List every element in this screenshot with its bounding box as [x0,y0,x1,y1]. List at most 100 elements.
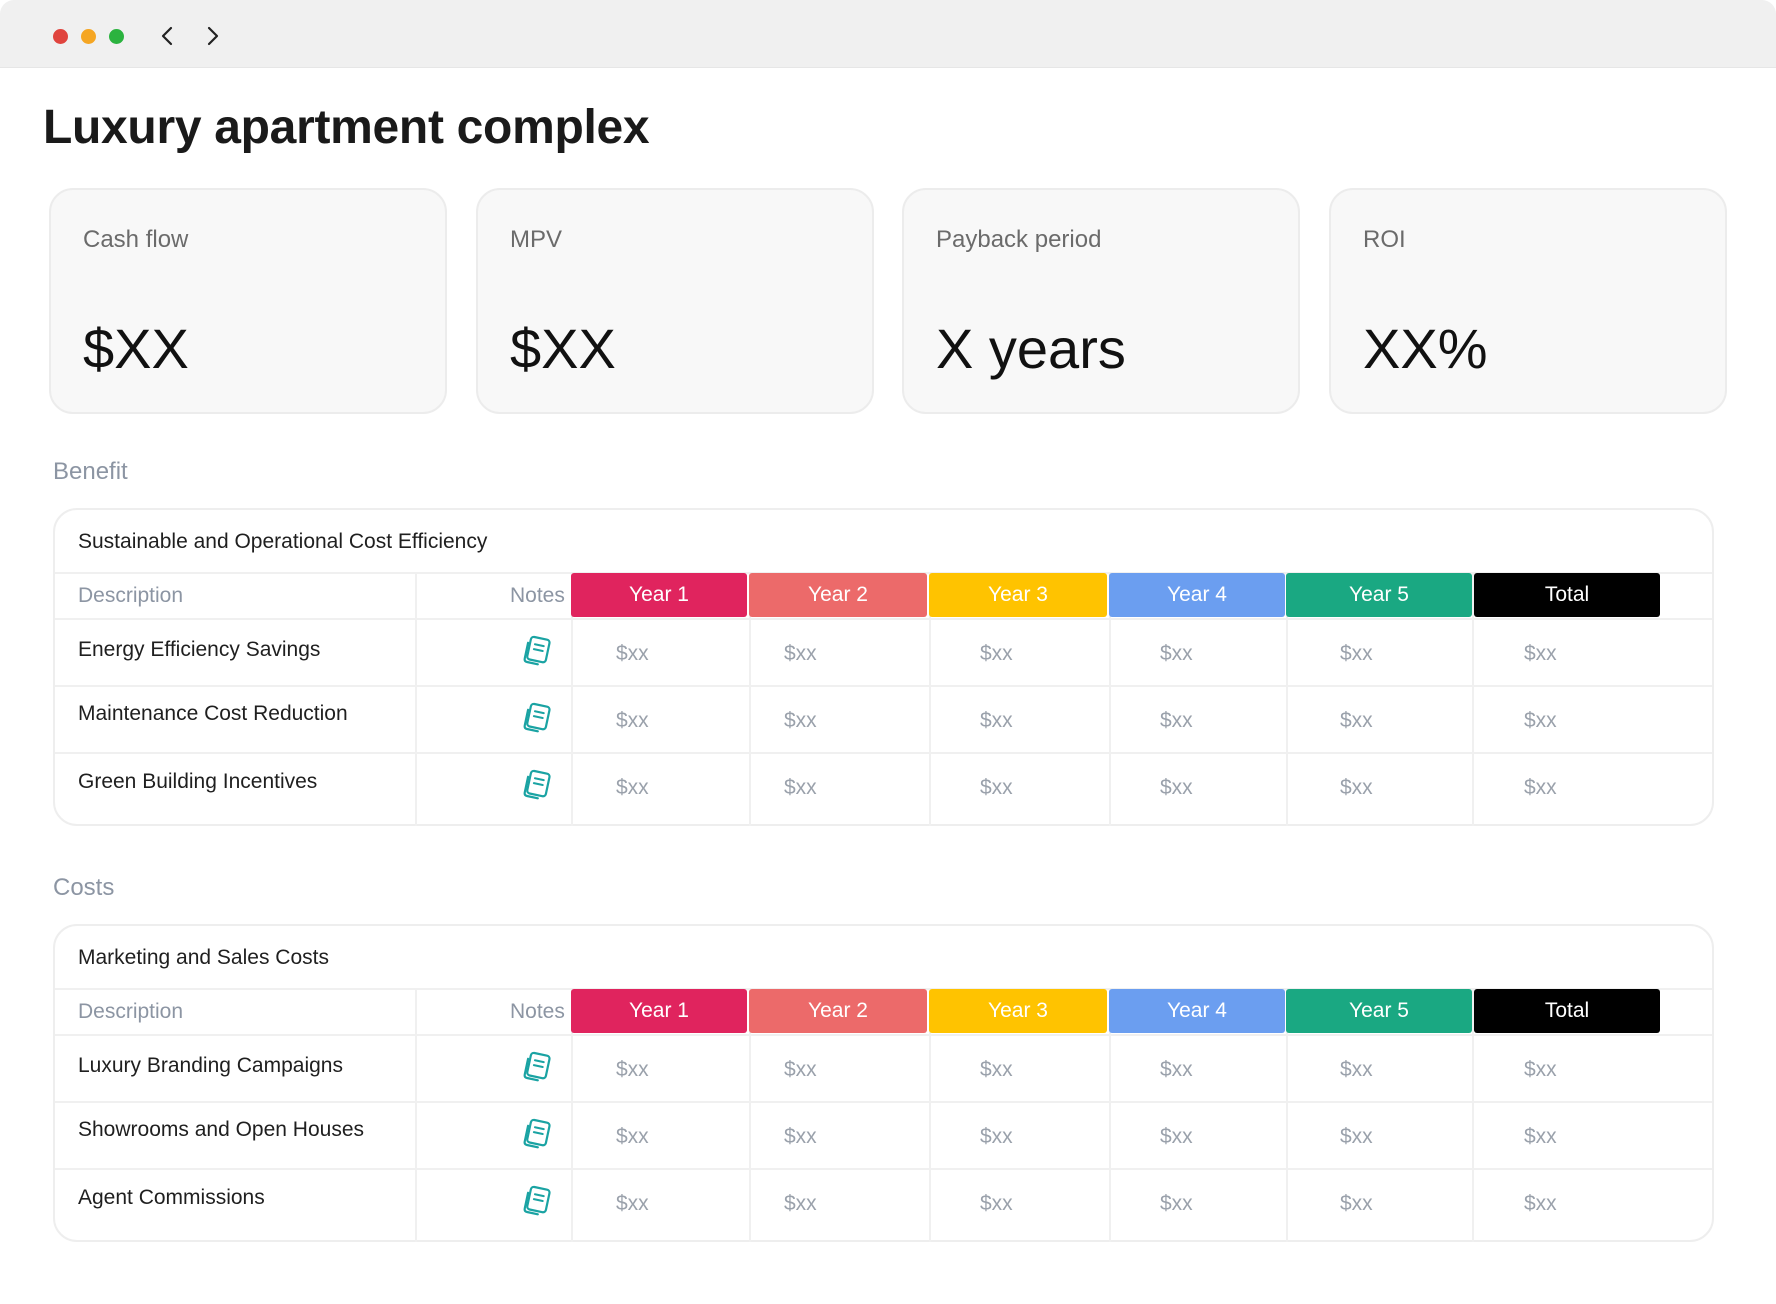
notes-icon[interactable] [519,1116,555,1152]
table-cell[interactable]: $xx [616,1125,649,1148]
minimize-window-button[interactable] [81,29,96,44]
table-cell[interactable]: $xx [1160,776,1193,799]
column-header-description: Description [78,583,184,607]
table-cell[interactable]: $xx [1524,709,1557,732]
table-cell[interactable]: $xx [980,709,1013,732]
table-cell[interactable]: $xx [784,1125,817,1148]
kpi-label: Payback period [936,226,1102,253]
row-description: Showrooms and Open Houses [78,1118,364,1141]
divider [55,752,1712,754]
chevron-right-icon[interactable] [198,20,228,52]
table-cell[interactable]: $xx [784,776,817,799]
table-cell[interactable]: $xx [980,1058,1013,1081]
row-description: Green Building Incentives [78,770,318,793]
table-cell[interactable]: $xx [1340,1125,1373,1148]
kpi-value: XX% [1363,317,1488,380]
table-cell[interactable]: $xx [1340,776,1373,799]
section-label: Benefit [53,458,128,485]
table-cell[interactable]: $xx [980,1192,1013,1215]
table-cell[interactable]: $xx [784,1192,817,1215]
table-cell[interactable]: $xx [1340,1058,1373,1081]
kpi-label: Cash flow [83,226,189,253]
table-cell[interactable]: $xx [980,1125,1013,1148]
column-header-year-2: Year 2 [749,989,927,1033]
divider [1472,989,1474,1242]
divider [415,989,417,1242]
table-cell[interactable]: $xx [616,642,649,665]
divider [1109,573,1111,826]
column-header-description: Description [78,999,184,1023]
table-cell[interactable]: $xx [616,1192,649,1215]
table-cell[interactable]: $xx [1160,709,1193,732]
kpi-value: $XX [510,317,616,380]
notes-icon[interactable] [519,633,555,669]
table-cell[interactable]: $xx [1340,642,1373,665]
kpi-card: Cash flow $XX [49,188,447,414]
divider [929,989,931,1242]
divider [1286,573,1288,826]
divider [1286,989,1288,1242]
kpi-card: Payback period X years [902,188,1300,414]
divider [55,1101,1712,1103]
data-table: Marketing and Sales Costs Description Note… [53,924,1714,1242]
page-title: Luxury apartment complex [43,101,650,154]
title-bar [0,0,1776,68]
table-cell[interactable]: $xx [1524,1192,1557,1215]
kpi-label: MPV [510,226,563,253]
notes-icon[interactable] [519,1049,555,1085]
table-cell[interactable]: $xx [1340,1192,1373,1215]
column-header-notes: Notes [510,583,565,607]
column-header-total: Total [1474,573,1660,617]
table-cell[interactable]: $xx [1160,642,1193,665]
table-cell[interactable]: $xx [1524,1125,1557,1148]
divider [571,573,573,826]
table-cell[interactable]: $xx [616,709,649,732]
table-cell[interactable]: $xx [1160,1192,1193,1215]
column-header-notes: Notes [510,999,565,1023]
notes-icon[interactable] [519,1183,555,1219]
close-window-button[interactable] [53,29,68,44]
divider [929,573,931,826]
row-description: Agent Commissions [78,1186,265,1209]
table-cell[interactable]: $xx [1160,1058,1193,1081]
kpi-card: ROI XX% [1329,188,1727,414]
divider [749,573,751,826]
table-cell[interactable]: $xx [784,1058,817,1081]
divider [749,989,751,1242]
divider [1472,573,1474,826]
table-cell[interactable]: $xx [616,776,649,799]
kpi-label: ROI [1363,226,1406,253]
row-description: Maintenance Cost Reduction [78,702,348,725]
table-cell[interactable]: $xx [1524,1058,1557,1081]
table-cell[interactable]: $xx [784,642,817,665]
table-cell[interactable]: $xx [616,1058,649,1081]
column-header-total: Total [1474,989,1660,1033]
notes-icon[interactable] [519,700,555,736]
chevron-left-icon[interactable] [152,20,182,52]
table-cell[interactable]: $xx [1340,709,1373,732]
kpi-value: $XX [83,317,189,380]
table-cell[interactable]: $xx [1160,1125,1193,1148]
divider [571,989,573,1242]
table-title: Sustainable and Operational Cost Efficie… [78,530,488,553]
table-cell[interactable]: $xx [980,642,1013,665]
column-header-year-1: Year 1 [571,573,747,617]
divider [55,618,1712,620]
row-description: Luxury Branding Campaigns [78,1054,343,1077]
column-header-year-3: Year 3 [929,573,1107,617]
table-cell[interactable]: $xx [784,709,817,732]
divider [55,1168,1712,1170]
divider [1109,989,1111,1242]
table-cell[interactable]: $xx [1524,776,1557,799]
notes-icon[interactable] [519,767,555,803]
divider [55,1034,1712,1036]
divider [55,685,1712,687]
column-header-year-1: Year 1 [571,989,747,1033]
section-label: Costs [53,874,115,901]
table-cell[interactable]: $xx [1524,642,1557,665]
column-header-year-4: Year 4 [1109,989,1285,1033]
table-cell[interactable]: $xx [980,776,1013,799]
row-description: Energy Efficiency Savings [78,638,321,661]
maximize-window-button[interactable] [109,29,124,44]
